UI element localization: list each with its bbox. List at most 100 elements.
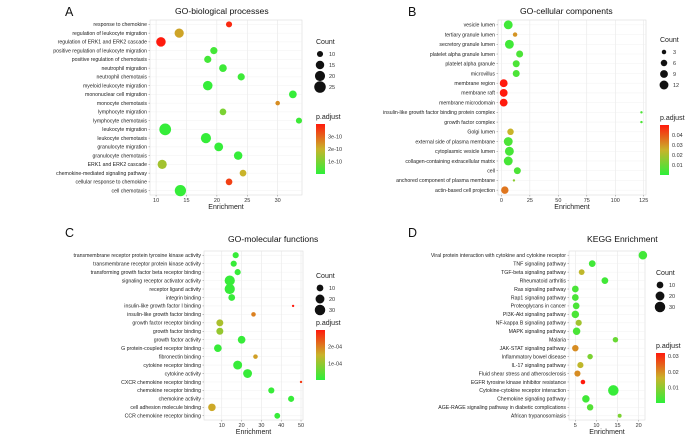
category-label: mononuclear cell migration [85,92,147,98]
x-tick-label: 0 [500,198,503,204]
x-tick-label: 30 [258,423,264,429]
x-tick-label: 15 [614,423,620,429]
count-legend-dot [316,284,324,292]
plot-area [568,250,646,421]
data-point [512,179,516,182]
category-label: receptor ligand activity [149,287,201,293]
panel-letter: C [65,226,74,240]
count-legend-dot [314,81,326,93]
data-point [512,32,518,37]
category-label: membrane raft [461,91,495,97]
data-point [232,252,239,259]
category-label: chemokine-mediated signaling pathway [56,171,147,177]
category-label: Fluid shear stress and atherosclerosis [479,371,567,377]
data-point [501,186,509,194]
data-point [587,353,593,360]
data-point [291,304,295,308]
category-label: PI3K-Akt signaling pathway [503,312,567,318]
data-point [219,108,227,116]
count-legend-label: 15 [329,63,335,69]
padj-colorbar [316,330,325,380]
category-label: granulocyte chemotaxis [93,153,148,159]
category-label: transmembrane receptor protein tyrosine … [74,253,202,259]
data-point [253,354,258,359]
category-label: NF-kappa B signaling pathway [496,321,567,327]
category-label: leukocyte migration [102,127,147,133]
category-label: actin-based cell projection [435,188,495,194]
x-tick-label: 10 [153,198,159,204]
data-point [513,167,521,175]
category-label: cell [487,168,495,174]
count-legend-dot [661,49,667,55]
panel-letter: A [65,5,74,19]
data-point [237,73,245,81]
data-point [214,344,222,353]
data-point [503,20,513,30]
count-legend-title: Count [660,37,679,44]
category-label: positive regulation of chemotaxis [72,57,148,63]
category-label: growth factor activity [154,338,202,344]
data-point [208,403,216,412]
colorbar-tick-label: 3e-10 [328,135,342,141]
data-point [601,277,609,284]
x-tick-label: 25 [244,198,250,204]
data-point [499,98,508,107]
data-point [216,319,224,327]
panel-letter: D [408,226,417,240]
data-point [233,151,243,160]
data-point [612,336,619,343]
data-point [203,80,213,91]
data-point [219,64,227,72]
x-axis-title: Enrichment [236,429,271,436]
data-point [288,395,295,402]
category-label: cytokine activity [165,371,202,377]
category-label: monocyte chemotaxis [97,101,148,107]
colorbar-tick-label: 2e-10 [328,147,342,153]
category-label: cytoplasmic vesicle lumen [435,149,495,155]
count-legend-dot [659,80,669,90]
category-label: Malaria [549,338,566,344]
x-tick-label: 5 [574,423,577,429]
data-point [224,283,235,295]
category-label: EGFR tyrosine kinase inhibitor resistanc… [471,380,566,386]
x-tick-label: 75 [584,198,590,204]
colorbar-tick-label: 0.04 [672,133,683,139]
category-label: Chemokine signaling pathway [497,397,566,403]
category-label: secretory granule lumen [439,42,495,48]
data-point [499,89,508,97]
category-label: Viral protein interaction with cytokine … [431,253,566,259]
data-point [504,146,514,156]
data-point [571,285,579,293]
data-point [586,404,594,411]
category-label: CXCR chemokine receptor binding [121,380,201,386]
data-point [210,47,218,55]
category-label: Golgi lumen [467,130,495,136]
padj-colorbar [660,125,669,175]
data-point [588,260,596,268]
data-point [577,361,584,369]
category-label: membrane microdomain [439,100,495,106]
category-label: MAPK signaling pathway [509,329,567,335]
category-label: African trypanosomiasis [511,414,566,420]
category-label: TNF signaling pathway [513,261,566,267]
category-label: transforming growth factor beta receptor… [91,270,202,276]
category-label: anchored component of plasma membrane [396,178,495,184]
category-label: positive regulation of leukocyte migrati… [53,48,147,54]
data-point [204,55,212,63]
data-point [512,60,520,68]
category-label: collagen-containing extracellular matrix [405,159,495,165]
data-point [251,312,256,317]
count-legend-dot [316,50,324,58]
category-label: insulin-like growth factor I binding [124,304,201,310]
data-point [499,79,508,88]
data-point [200,133,212,144]
category-label: cell chemotaxis [112,188,148,194]
data-point [239,169,247,177]
data-point [230,260,237,267]
category-label: myeloid leukocyte migration [83,83,147,89]
panel-title: GO-molecular functions [228,234,318,244]
data-point [608,385,619,396]
count-legend-label: 9 [673,72,676,78]
padj-colorbar [656,353,665,403]
plot-area [149,19,303,196]
